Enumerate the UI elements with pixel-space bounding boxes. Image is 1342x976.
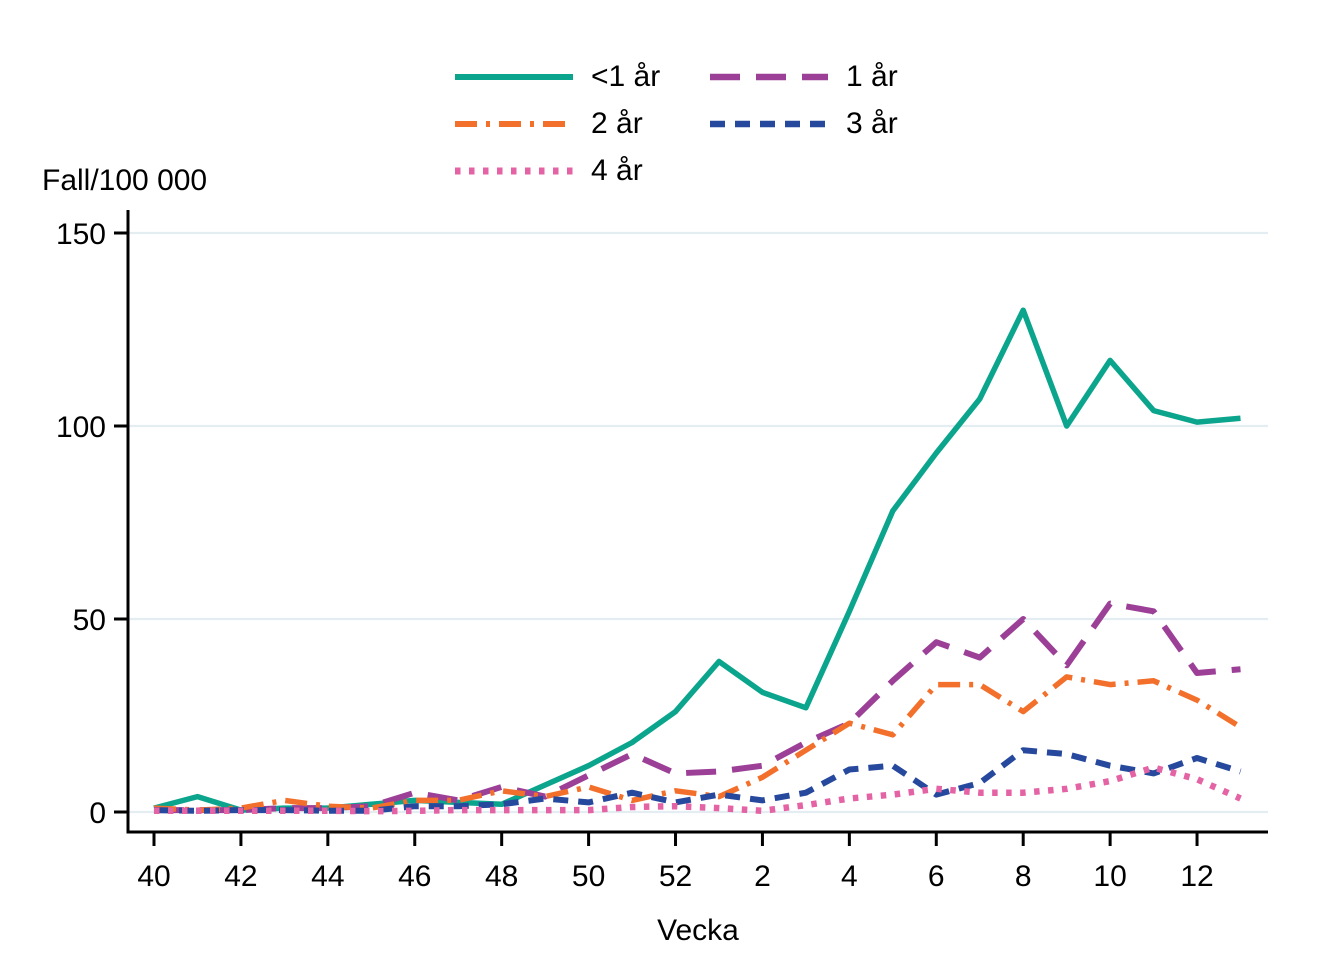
series-line-2 xyxy=(153,674,1242,813)
y-axis-title: Fall/100 000 xyxy=(42,164,208,197)
x-tick-label-6: 6 xyxy=(928,860,945,893)
legend-item-under-1yr: <1 år xyxy=(455,62,660,92)
legend-swatch-2yr-icon xyxy=(455,121,573,127)
x-tick-label-8: 8 xyxy=(1015,860,1032,893)
x-tick-label-46: 46 xyxy=(398,860,431,893)
x-tick-label-42: 42 xyxy=(224,860,257,893)
x-tick-label-40: 40 xyxy=(137,860,170,893)
y-tick-label-100: 100 xyxy=(56,411,106,444)
legend-label: 3 år xyxy=(846,107,898,140)
legend-swatch-1yr-icon xyxy=(710,73,828,81)
y-tick-label-150: 150 xyxy=(56,218,106,251)
legend-swatch-under-1yr-icon xyxy=(455,74,573,80)
legend-label: 4 år xyxy=(591,154,643,187)
legend-item-2yr: 2 år xyxy=(455,109,643,139)
series-line-3 xyxy=(153,747,1242,814)
x-tick-label-52: 52 xyxy=(659,860,692,893)
y-tick-label-50: 50 xyxy=(73,604,106,637)
x-tick-label-2: 2 xyxy=(754,860,771,893)
legend-swatch-3yr-icon xyxy=(710,120,828,128)
legend-item-4yr: 4 år xyxy=(455,156,643,186)
x-tick-label-10: 10 xyxy=(1093,860,1126,893)
series-line-1 xyxy=(154,600,1241,814)
legend-label: <1 år xyxy=(591,60,661,93)
x-tick-label-48: 48 xyxy=(485,860,518,893)
x-tick-label-4: 4 xyxy=(841,860,858,893)
legend-item-3yr: 3 år xyxy=(710,109,898,139)
x-tick-label-44: 44 xyxy=(311,860,344,893)
legend-label: 2 år xyxy=(591,107,643,140)
legend-label: 1 år xyxy=(846,60,898,93)
legend-item-1yr: 1 år xyxy=(710,62,898,92)
x-tick-label-50: 50 xyxy=(572,860,605,893)
x-axis-title: Vecka xyxy=(657,914,739,947)
x-tick-label-12: 12 xyxy=(1180,860,1213,893)
y-tick-label-0: 0 xyxy=(89,797,106,830)
series-line-0 xyxy=(153,307,1241,813)
legend-swatch-4yr-icon xyxy=(455,167,573,175)
